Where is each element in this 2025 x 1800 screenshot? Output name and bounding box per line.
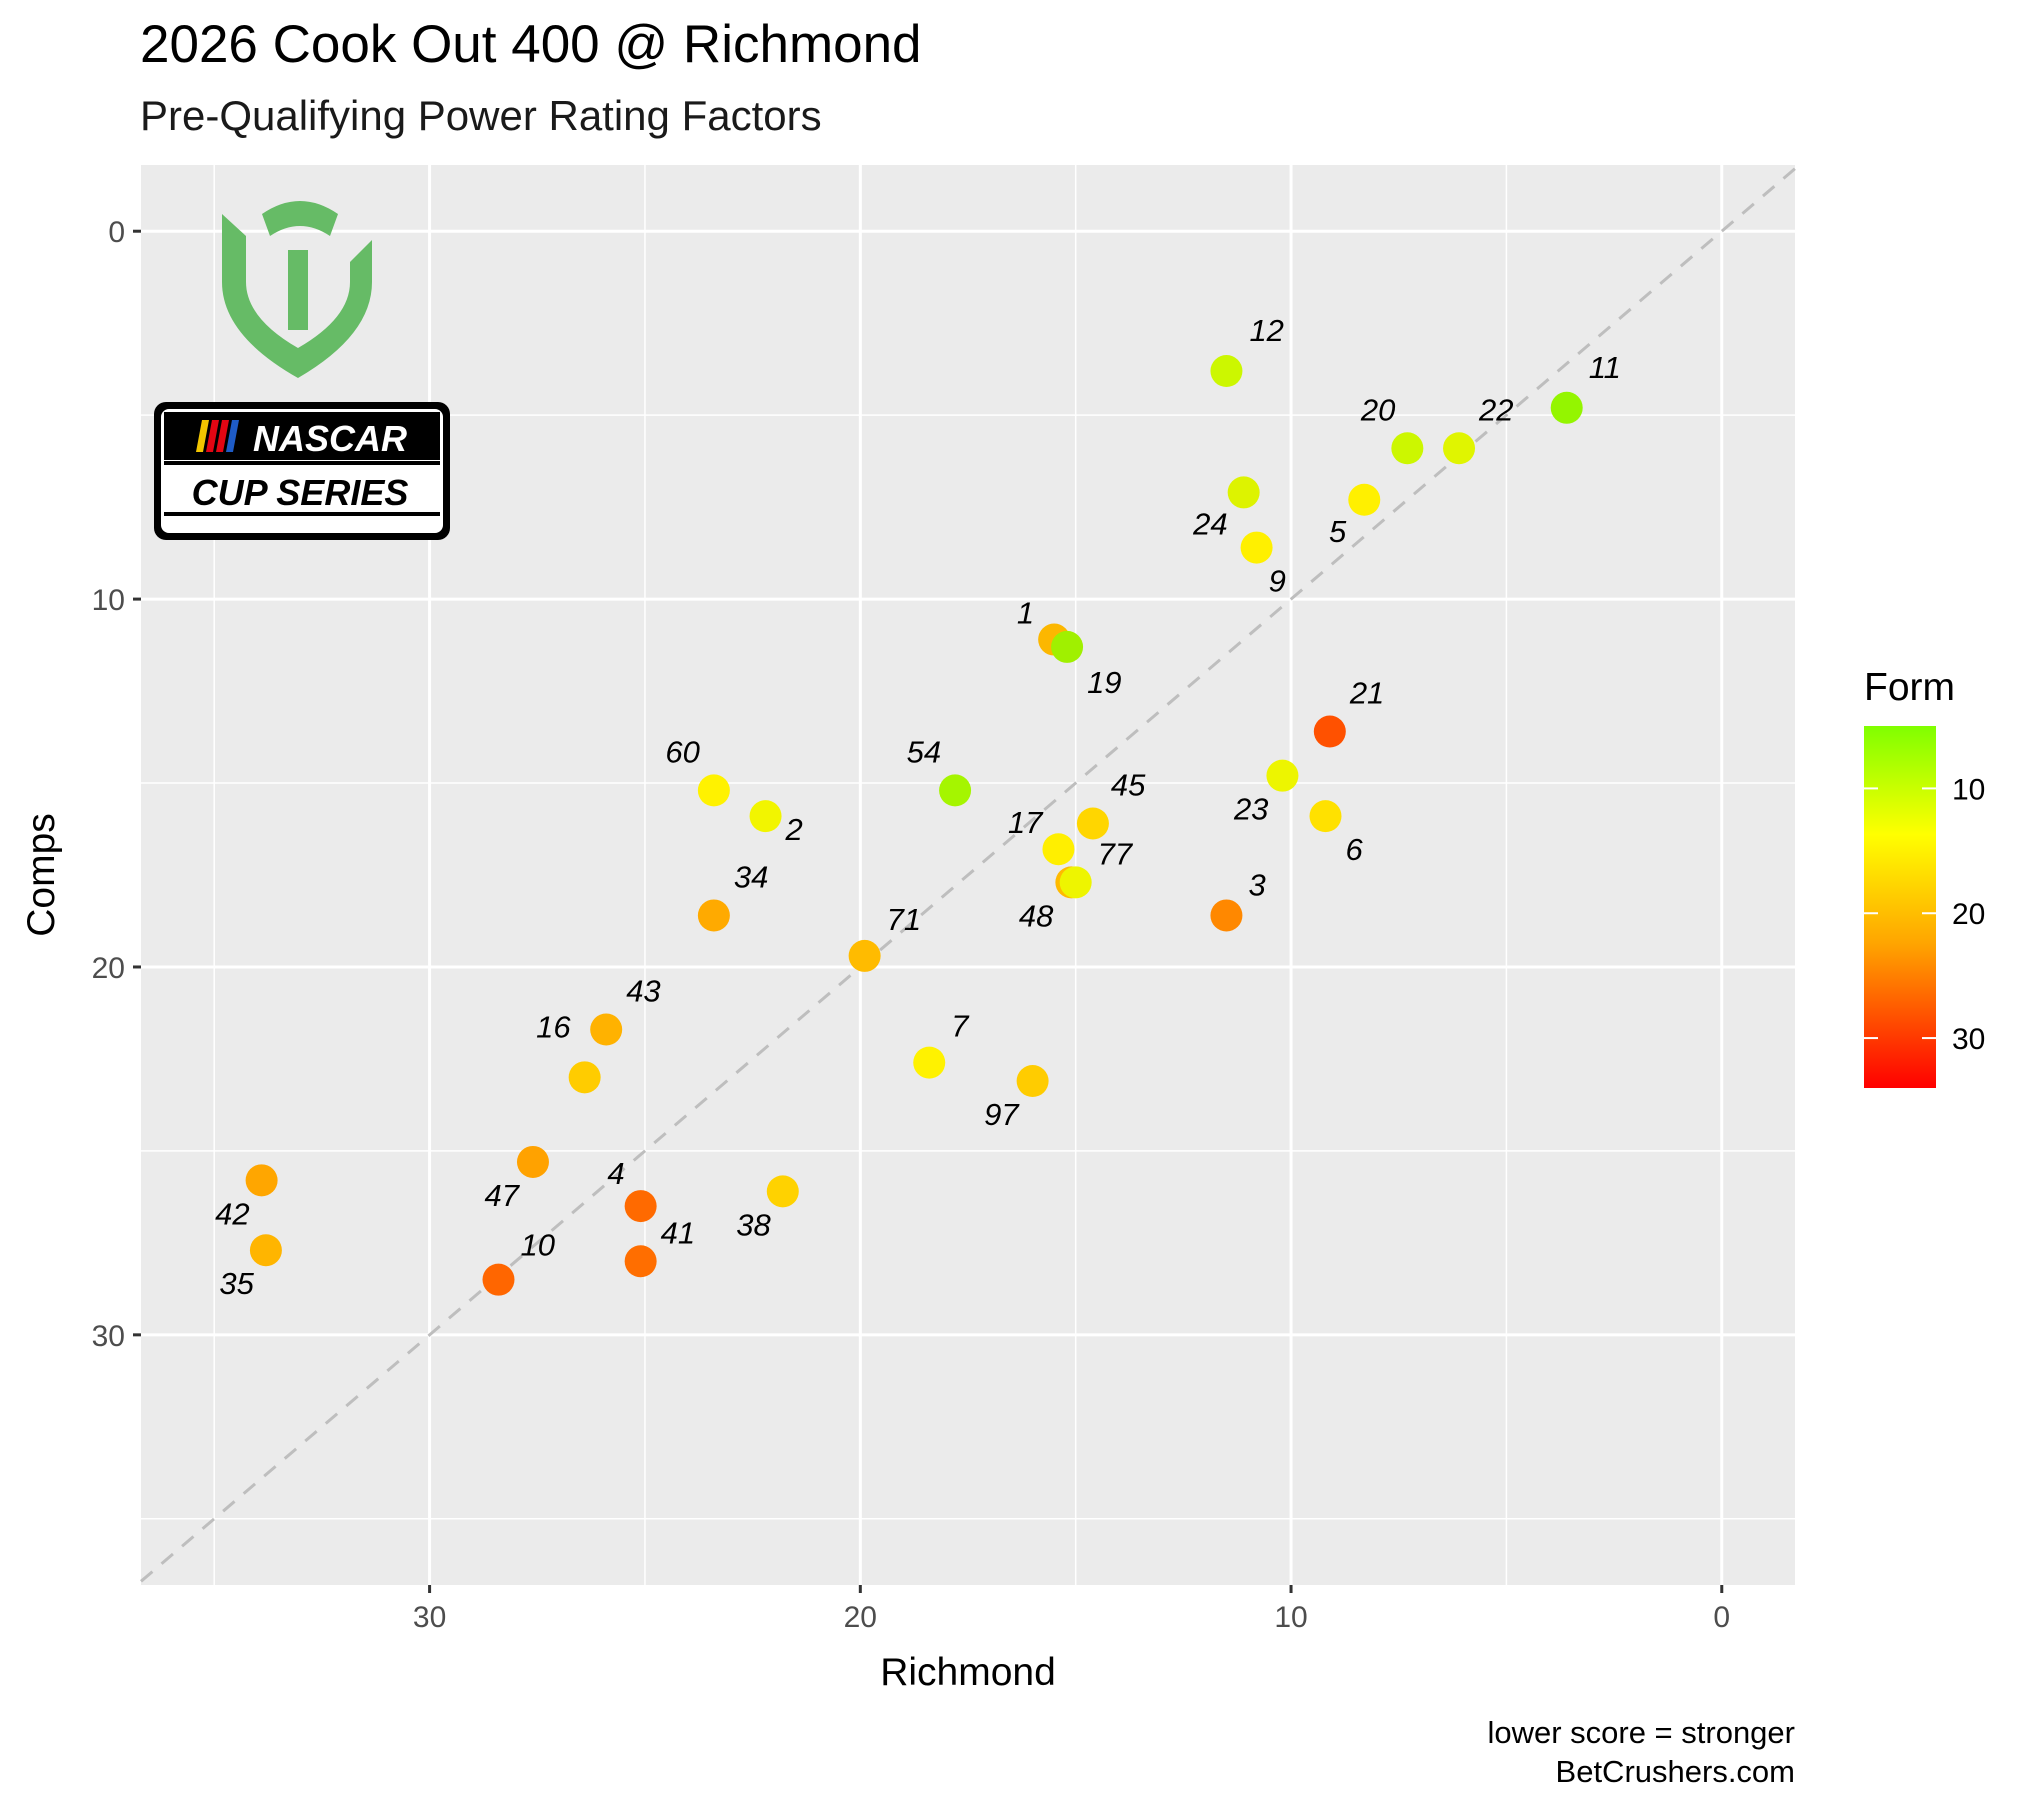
point-label-car-47: 47: [484, 1178, 520, 1213]
data-points: [245, 355, 1583, 1296]
y-tick-label: 30: [92, 1320, 125, 1353]
data-point-car-3: [1210, 899, 1243, 932]
caption-note: lower score = stronger: [1487, 1715, 1795, 1750]
point-label-car-45: 45: [1111, 767, 1146, 802]
data-point-car-2: [749, 800, 782, 833]
point-label-car-41: 41: [661, 1215, 695, 1250]
point-label-car-35: 35: [219, 1266, 254, 1301]
data-point-car-9: [1240, 531, 1273, 564]
data-point-car-24: [1227, 476, 1260, 509]
nascar-cup-series-badge: NASCAR CUP SERIES: [154, 402, 450, 540]
point-label-car-77: 77: [1098, 836, 1134, 871]
data-point-car-97: [1016, 1065, 1049, 1098]
data-point-car-42: [245, 1164, 278, 1197]
point-label-car-54: 54: [907, 734, 941, 769]
grid: [141, 165, 1795, 1585]
point-label-car-7: 7: [951, 1009, 970, 1044]
legend-title: Form: [1864, 666, 1955, 709]
x-tick-label: 20: [844, 1601, 877, 1634]
chart-subtitle: Pre-Qualifying Power Rating Factors: [140, 92, 822, 139]
point-label-car-19: 19: [1087, 665, 1121, 700]
point-label-car-12: 12: [1249, 313, 1283, 348]
point-label-car-2: 2: [785, 812, 803, 847]
y-tick-label: 20: [92, 952, 125, 985]
point-label-car-48: 48: [1019, 898, 1054, 933]
point-label-car-42: 42: [215, 1196, 249, 1231]
data-point-car-43: [590, 1013, 623, 1046]
point-label-car-34: 34: [734, 859, 768, 894]
x-tick-label: 0: [1713, 1601, 1730, 1634]
x-tick-label: 30: [413, 1601, 446, 1634]
data-point-car-71: [848, 939, 881, 972]
data-point-car-41: [624, 1245, 657, 1278]
data-point-car-34: [697, 899, 730, 932]
data-point-car-11: [1550, 391, 1583, 424]
point-label-car-71: 71: [887, 902, 921, 937]
point-label-car-38: 38: [736, 1207, 771, 1242]
data-point-car-38: [766, 1175, 799, 1208]
y-axis-title: Comps: [20, 813, 63, 937]
point-label-car-23: 23: [1233, 792, 1268, 827]
data-point-car-19: [1051, 630, 1084, 663]
point-label-car-21: 21: [1349, 676, 1384, 711]
point-label-car-20: 20: [1360, 392, 1395, 427]
point-label-car-24: 24: [1192, 506, 1227, 541]
point-label-car-17: 17: [1008, 805, 1044, 840]
data-point-car-35: [249, 1234, 282, 1267]
data-point-car-21: [1313, 715, 1346, 748]
data-point-car-16: [568, 1061, 601, 1094]
betcrushers-logo: [222, 201, 372, 378]
legend-tick-label: 20: [1952, 898, 1985, 931]
data-point-car-22: [1443, 432, 1476, 465]
data-point-car-47: [516, 1145, 549, 1178]
y-tick-label: 10: [92, 584, 125, 617]
point-label-car-3: 3: [1248, 867, 1265, 902]
legend-tick-label: 10: [1952, 773, 1985, 806]
caption-source: BetCrushers.com: [1556, 1754, 1795, 1789]
point-label-car-4: 4: [607, 1156, 624, 1191]
data-point-car-17: [1042, 833, 1075, 866]
legend-colorbar: [1864, 726, 1936, 1088]
point-label-car-22: 22: [1478, 392, 1513, 427]
data-point-car-45: [1076, 807, 1109, 840]
y-tick-label: 0: [108, 216, 125, 249]
data-point-car-4: [624, 1190, 657, 1223]
point-label-car-11: 11: [1589, 350, 1621, 385]
point-label-car-60: 60: [665, 734, 699, 769]
data-point-car-77: [1059, 866, 1092, 899]
point-label-car-6: 6: [1346, 832, 1364, 867]
data-point-car-60: [697, 774, 730, 807]
x-tick-label: 10: [1274, 1601, 1307, 1634]
data-point-car-7: [913, 1046, 946, 1079]
chart-title: 2026 Cook Out 400 @ Richmond: [140, 15, 922, 74]
nascar-wordmark: NASCAR: [253, 418, 407, 459]
point-label-car-5: 5: [1329, 514, 1347, 549]
legend-tick-label: 30: [1952, 1023, 1985, 1056]
axis-ticks: 30 20 10 0 0 10 20 30: [92, 216, 1730, 1634]
reference-line: [140, 167, 1796, 1583]
point-label-car-10: 10: [521, 1228, 555, 1263]
data-point-car-6: [1309, 800, 1342, 833]
data-point-car-5: [1348, 483, 1381, 516]
cup-series-wordmark: CUP SERIES: [192, 472, 409, 513]
nascar-stripes-icon: [196, 420, 239, 452]
data-point-car-54: [939, 774, 972, 807]
x-axis-title: Richmond: [880, 1651, 1056, 1694]
data-point-car-20: [1391, 432, 1424, 465]
point-label-car-97: 97: [984, 1097, 1020, 1132]
legend: Form 10 20 30: [1864, 666, 1985, 1088]
data-point-car-12: [1210, 355, 1243, 388]
point-label-car-1: 1: [1017, 596, 1034, 631]
point-label-car-16: 16: [536, 1009, 571, 1044]
data-point-car-10: [482, 1263, 515, 1296]
point-label-car-9: 9: [1269, 564, 1286, 599]
data-point-car-23: [1266, 759, 1299, 792]
point-label-car-43: 43: [626, 974, 660, 1009]
